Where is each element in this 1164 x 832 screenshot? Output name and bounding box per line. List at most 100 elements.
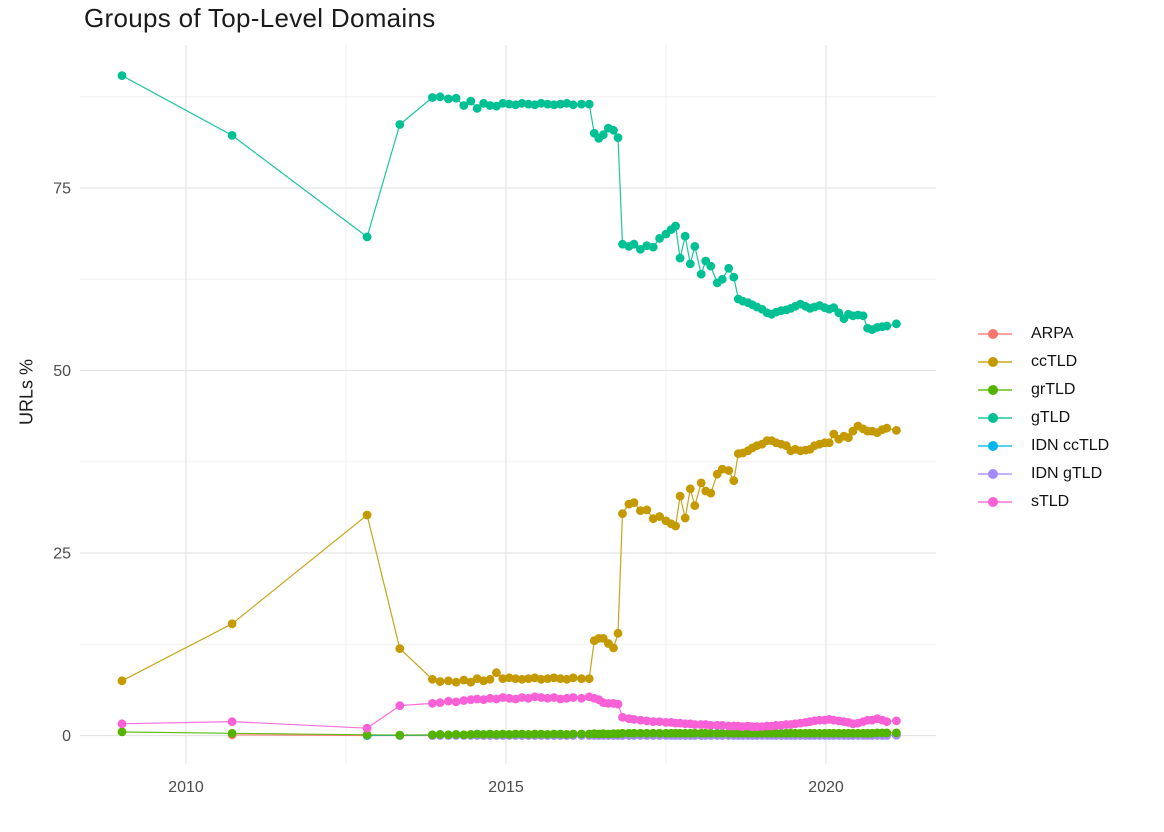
legend-item-arpa: ARPA [977, 320, 1109, 348]
data-point [649, 243, 658, 252]
data-point [729, 476, 738, 485]
data-point [428, 675, 437, 684]
legend-key-icon [977, 438, 1013, 454]
data-point [882, 717, 891, 726]
data-point [444, 95, 453, 104]
data-point [577, 730, 586, 739]
data-point [452, 678, 461, 687]
chart-title: Groups of Top-Level Domains [84, 3, 436, 34]
data-point [569, 693, 578, 702]
data-point [363, 511, 372, 520]
data-point [569, 673, 578, 682]
data-point [444, 730, 453, 739]
data-point [363, 233, 372, 242]
legend-item-idn-gtld: IDN gTLD [977, 460, 1109, 488]
y-tick-label: 50 [53, 363, 71, 380]
data-point [118, 728, 127, 737]
data-point [444, 676, 453, 685]
data-point [614, 700, 623, 709]
legend-key-icon [977, 326, 1013, 342]
data-point [671, 222, 680, 231]
data-point [676, 492, 685, 501]
data-point [436, 92, 445, 101]
legend-key-dot [988, 497, 998, 507]
data-point [363, 724, 372, 733]
data-point [690, 501, 699, 510]
legend-key-dot [988, 357, 998, 367]
data-point [577, 674, 586, 683]
series-gtld-line [122, 76, 896, 330]
data-point [585, 674, 594, 683]
legend-item-idn-cctld: IDN ccTLD [977, 432, 1109, 460]
data-point [436, 677, 445, 686]
data-point [614, 629, 623, 638]
legend-key-dot [988, 441, 998, 451]
data-point [686, 260, 695, 269]
data-point [882, 729, 891, 738]
data-point [228, 131, 237, 140]
y-axis-title: URLs % [17, 359, 38, 425]
data-point [882, 424, 891, 433]
series-stld-points [118, 692, 901, 732]
data-point [724, 466, 733, 475]
legend-key-dot [988, 413, 998, 423]
legend-item-gtld: gTLD [977, 404, 1109, 432]
data-point [452, 730, 461, 739]
data-point [569, 730, 578, 739]
data-point [609, 644, 618, 653]
data-point [706, 489, 715, 498]
x-tick-label: 2015 [488, 779, 524, 796]
legend-key-icon [977, 466, 1013, 482]
x-tick-label: 2020 [808, 779, 844, 796]
series-cctld-line [122, 426, 896, 682]
legend-label: grTLD [1031, 381, 1075, 399]
legend-label: IDN gTLD [1031, 465, 1102, 483]
data-point [892, 729, 901, 738]
legend-key-dot [988, 385, 998, 395]
data-point [671, 522, 680, 531]
y-tick-label: 25 [53, 546, 71, 563]
data-point [686, 484, 695, 493]
data-point [676, 254, 685, 263]
data-point [859, 311, 868, 320]
data-point [724, 264, 733, 273]
legend-item-cctld: ccTLD [977, 348, 1109, 376]
data-point [228, 729, 237, 738]
data-point [577, 694, 586, 703]
data-point [681, 232, 690, 241]
data-point [642, 506, 651, 515]
series-gtld-points [118, 71, 901, 334]
data-point [690, 242, 699, 251]
legend-item-grtld: grTLD [977, 376, 1109, 404]
data-point [428, 699, 437, 708]
data-point [444, 697, 453, 706]
data-point [706, 262, 715, 271]
legend-key-icon [977, 410, 1013, 426]
data-point [118, 719, 127, 728]
data-point [718, 275, 727, 284]
data-point [118, 71, 127, 80]
data-point [697, 270, 706, 279]
data-point [452, 94, 461, 103]
data-point [486, 675, 495, 684]
legend-label: gTLD [1031, 409, 1070, 427]
data-point [618, 509, 627, 518]
data-point [569, 100, 578, 109]
legend-label: ccTLD [1031, 353, 1077, 371]
data-point [395, 701, 404, 710]
data-point [697, 479, 706, 488]
data-point [585, 100, 594, 109]
data-point [892, 426, 901, 435]
data-point [577, 100, 586, 109]
data-point [892, 319, 901, 328]
data-point [436, 730, 445, 739]
legend-key-icon [977, 354, 1013, 370]
data-point [681, 514, 690, 523]
data-point [395, 644, 404, 653]
legend-key-icon [977, 494, 1013, 510]
y-tick-label: 0 [62, 728, 71, 745]
data-point [228, 717, 237, 726]
legend-key-icon [977, 382, 1013, 398]
